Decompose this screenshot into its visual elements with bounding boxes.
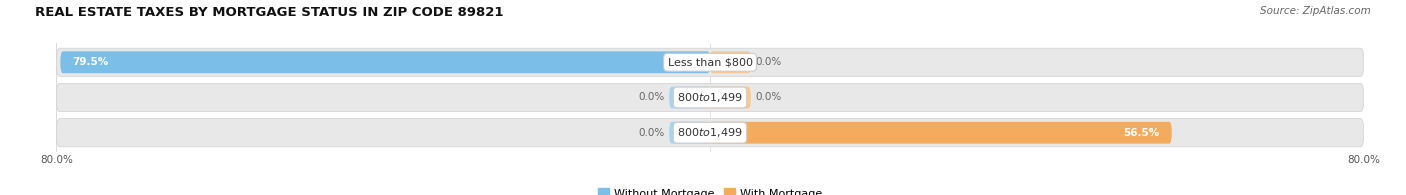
Legend: Without Mortgage, With Mortgage: Without Mortgage, With Mortgage xyxy=(593,184,827,195)
Text: 56.5%: 56.5% xyxy=(1123,128,1160,138)
FancyBboxPatch shape xyxy=(710,87,751,108)
FancyBboxPatch shape xyxy=(710,122,1171,144)
Text: 0.0%: 0.0% xyxy=(638,128,665,138)
Text: 0.0%: 0.0% xyxy=(755,57,782,67)
Text: 79.5%: 79.5% xyxy=(73,57,108,67)
Text: 0.0%: 0.0% xyxy=(755,92,782,103)
FancyBboxPatch shape xyxy=(60,51,710,73)
FancyBboxPatch shape xyxy=(56,119,1364,147)
FancyBboxPatch shape xyxy=(669,87,710,108)
Text: 0.0%: 0.0% xyxy=(638,92,665,103)
Text: $800 to $1,499: $800 to $1,499 xyxy=(678,91,742,104)
Text: Less than $800: Less than $800 xyxy=(668,57,752,67)
FancyBboxPatch shape xyxy=(56,83,1364,112)
Text: Source: ZipAtlas.com: Source: ZipAtlas.com xyxy=(1260,6,1371,16)
FancyBboxPatch shape xyxy=(56,48,1364,76)
Text: REAL ESTATE TAXES BY MORTGAGE STATUS IN ZIP CODE 89821: REAL ESTATE TAXES BY MORTGAGE STATUS IN … xyxy=(35,6,503,19)
Text: $800 to $1,499: $800 to $1,499 xyxy=(678,126,742,139)
FancyBboxPatch shape xyxy=(669,122,710,144)
FancyBboxPatch shape xyxy=(710,51,751,73)
